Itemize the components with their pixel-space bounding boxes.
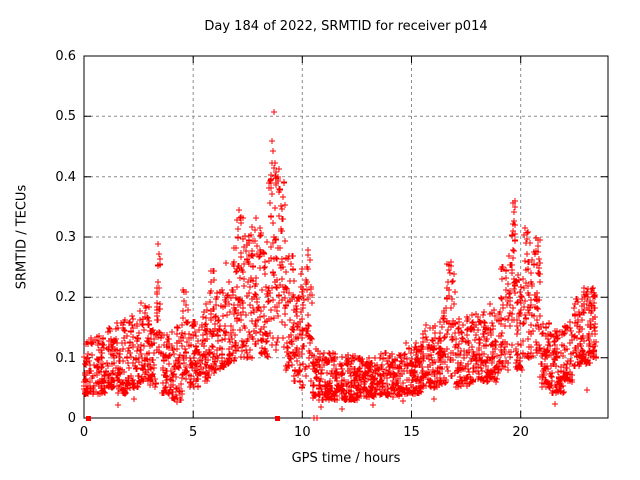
x-tick-label: 10 <box>294 425 311 440</box>
zero-square-marker <box>86 416 91 421</box>
y-tick-label: 0.6 <box>55 49 76 64</box>
x-tick-label: 5 <box>189 425 198 440</box>
grid-lines <box>84 56 608 418</box>
y-tick-label: 0 <box>67 411 76 426</box>
y-tick-label: 0.2 <box>55 290 76 306</box>
y-tick-label: 0.1 <box>55 350 76 366</box>
x-tick-label: 0 <box>79 425 89 440</box>
x-axis-label: GPS time / hours <box>291 451 401 466</box>
chart-title: Day 184 of 2022, SRMTID for receiver p01… <box>204 19 488 34</box>
y-axis-label: SRMTID / TECUs <box>14 184 30 290</box>
y-tick-label: 0.3 <box>55 230 76 245</box>
x-tick-label: 15 <box>403 425 420 440</box>
zero-square-marker <box>275 416 280 421</box>
y-tick-label: 0.4 <box>55 169 76 185</box>
x-tick-label: 20 <box>512 425 529 440</box>
y-tick-label: 0.5 <box>55 109 76 125</box>
scatter-points <box>81 109 599 421</box>
